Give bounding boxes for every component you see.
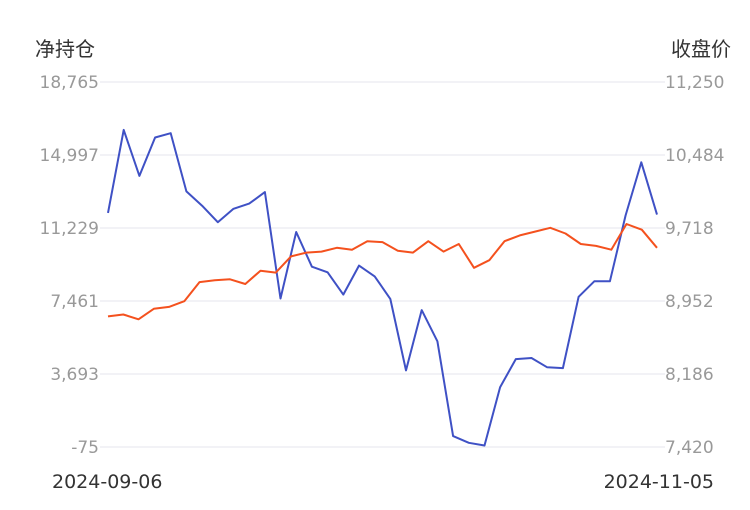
right-tick-label: 7,420 (665, 438, 714, 458)
right-tick-label: 8,186 (665, 365, 714, 385)
left-axis-ticks: 18,765 14,997 11,229 7,461 3,693 -75 (40, 73, 99, 458)
right-axis-ticks: 11,250 10,484 9,718 8,952 8,186 7,420 (665, 73, 724, 458)
right-axis-title: 收盘价 (671, 37, 731, 61)
net-position-line (107, 128, 658, 447)
left-tick-label: 18,765 (40, 73, 99, 93)
left-tick-label: -75 (71, 438, 99, 458)
right-tick-label: 9,718 (665, 219, 714, 239)
left-tick-label: 3,693 (50, 365, 99, 385)
series-lines (107, 128, 658, 447)
right-tick-label: 8,952 (665, 292, 714, 312)
x-label-start: 2024-09-06 (52, 471, 162, 493)
right-tick-label: 11,250 (665, 73, 724, 93)
right-tick-label: 10,484 (665, 146, 724, 166)
left-tick-label: 11,229 (40, 219, 99, 239)
x-label-end: 2024-11-05 (604, 471, 714, 493)
left-axis-title: 净持仓 (35, 37, 95, 61)
left-tick-label: 7,461 (50, 292, 99, 312)
gridlines (100, 81, 665, 448)
left-tick-label: 14,997 (40, 146, 99, 166)
close-price-line (107, 223, 658, 321)
